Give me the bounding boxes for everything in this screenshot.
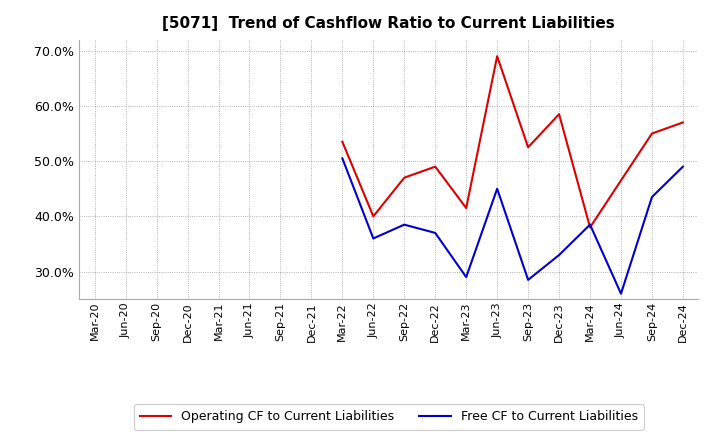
- Free CF to Current Liabilities: [492, 186, 501, 191]
- Operating CF to Current Liabilities: [431, 164, 439, 169]
- Free CF to Current Liabilities: [678, 164, 687, 169]
- Operating CF to Current Liabilities: [462, 205, 471, 211]
- Free CF to Current Liabilities: [431, 230, 439, 235]
- Free CF to Current Liabilities: [338, 156, 347, 161]
- Operating CF to Current Liabilities: [554, 111, 563, 117]
- Operating CF to Current Liabilities: [586, 225, 595, 230]
- Line: Free CF to Current Liabilities: Free CF to Current Liabilities: [343, 158, 683, 293]
- Free CF to Current Liabilities: [616, 291, 625, 296]
- Free CF to Current Liabilities: [369, 236, 377, 241]
- Operating CF to Current Liabilities: [369, 214, 377, 219]
- Free CF to Current Liabilities: [648, 194, 657, 200]
- Free CF to Current Liabilities: [554, 253, 563, 258]
- Free CF to Current Liabilities: [586, 222, 595, 227]
- Operating CF to Current Liabilities: [338, 139, 347, 144]
- Operating CF to Current Liabilities: [678, 120, 687, 125]
- Free CF to Current Liabilities: [462, 275, 471, 280]
- Operating CF to Current Liabilities: [523, 145, 532, 150]
- Free CF to Current Liabilities: [400, 222, 409, 227]
- Operating CF to Current Liabilities: [492, 54, 501, 59]
- Operating CF to Current Liabilities: [648, 131, 657, 136]
- Free CF to Current Liabilities: [523, 277, 532, 282]
- Operating CF to Current Liabilities: [400, 175, 409, 180]
- Title: [5071]  Trend of Cashflow Ratio to Current Liabilities: [5071] Trend of Cashflow Ratio to Curren…: [163, 16, 615, 32]
- Legend: Operating CF to Current Liabilities, Free CF to Current Liabilities: Operating CF to Current Liabilities, Fre…: [134, 404, 644, 429]
- Line: Operating CF to Current Liabilities: Operating CF to Current Liabilities: [343, 56, 683, 227]
